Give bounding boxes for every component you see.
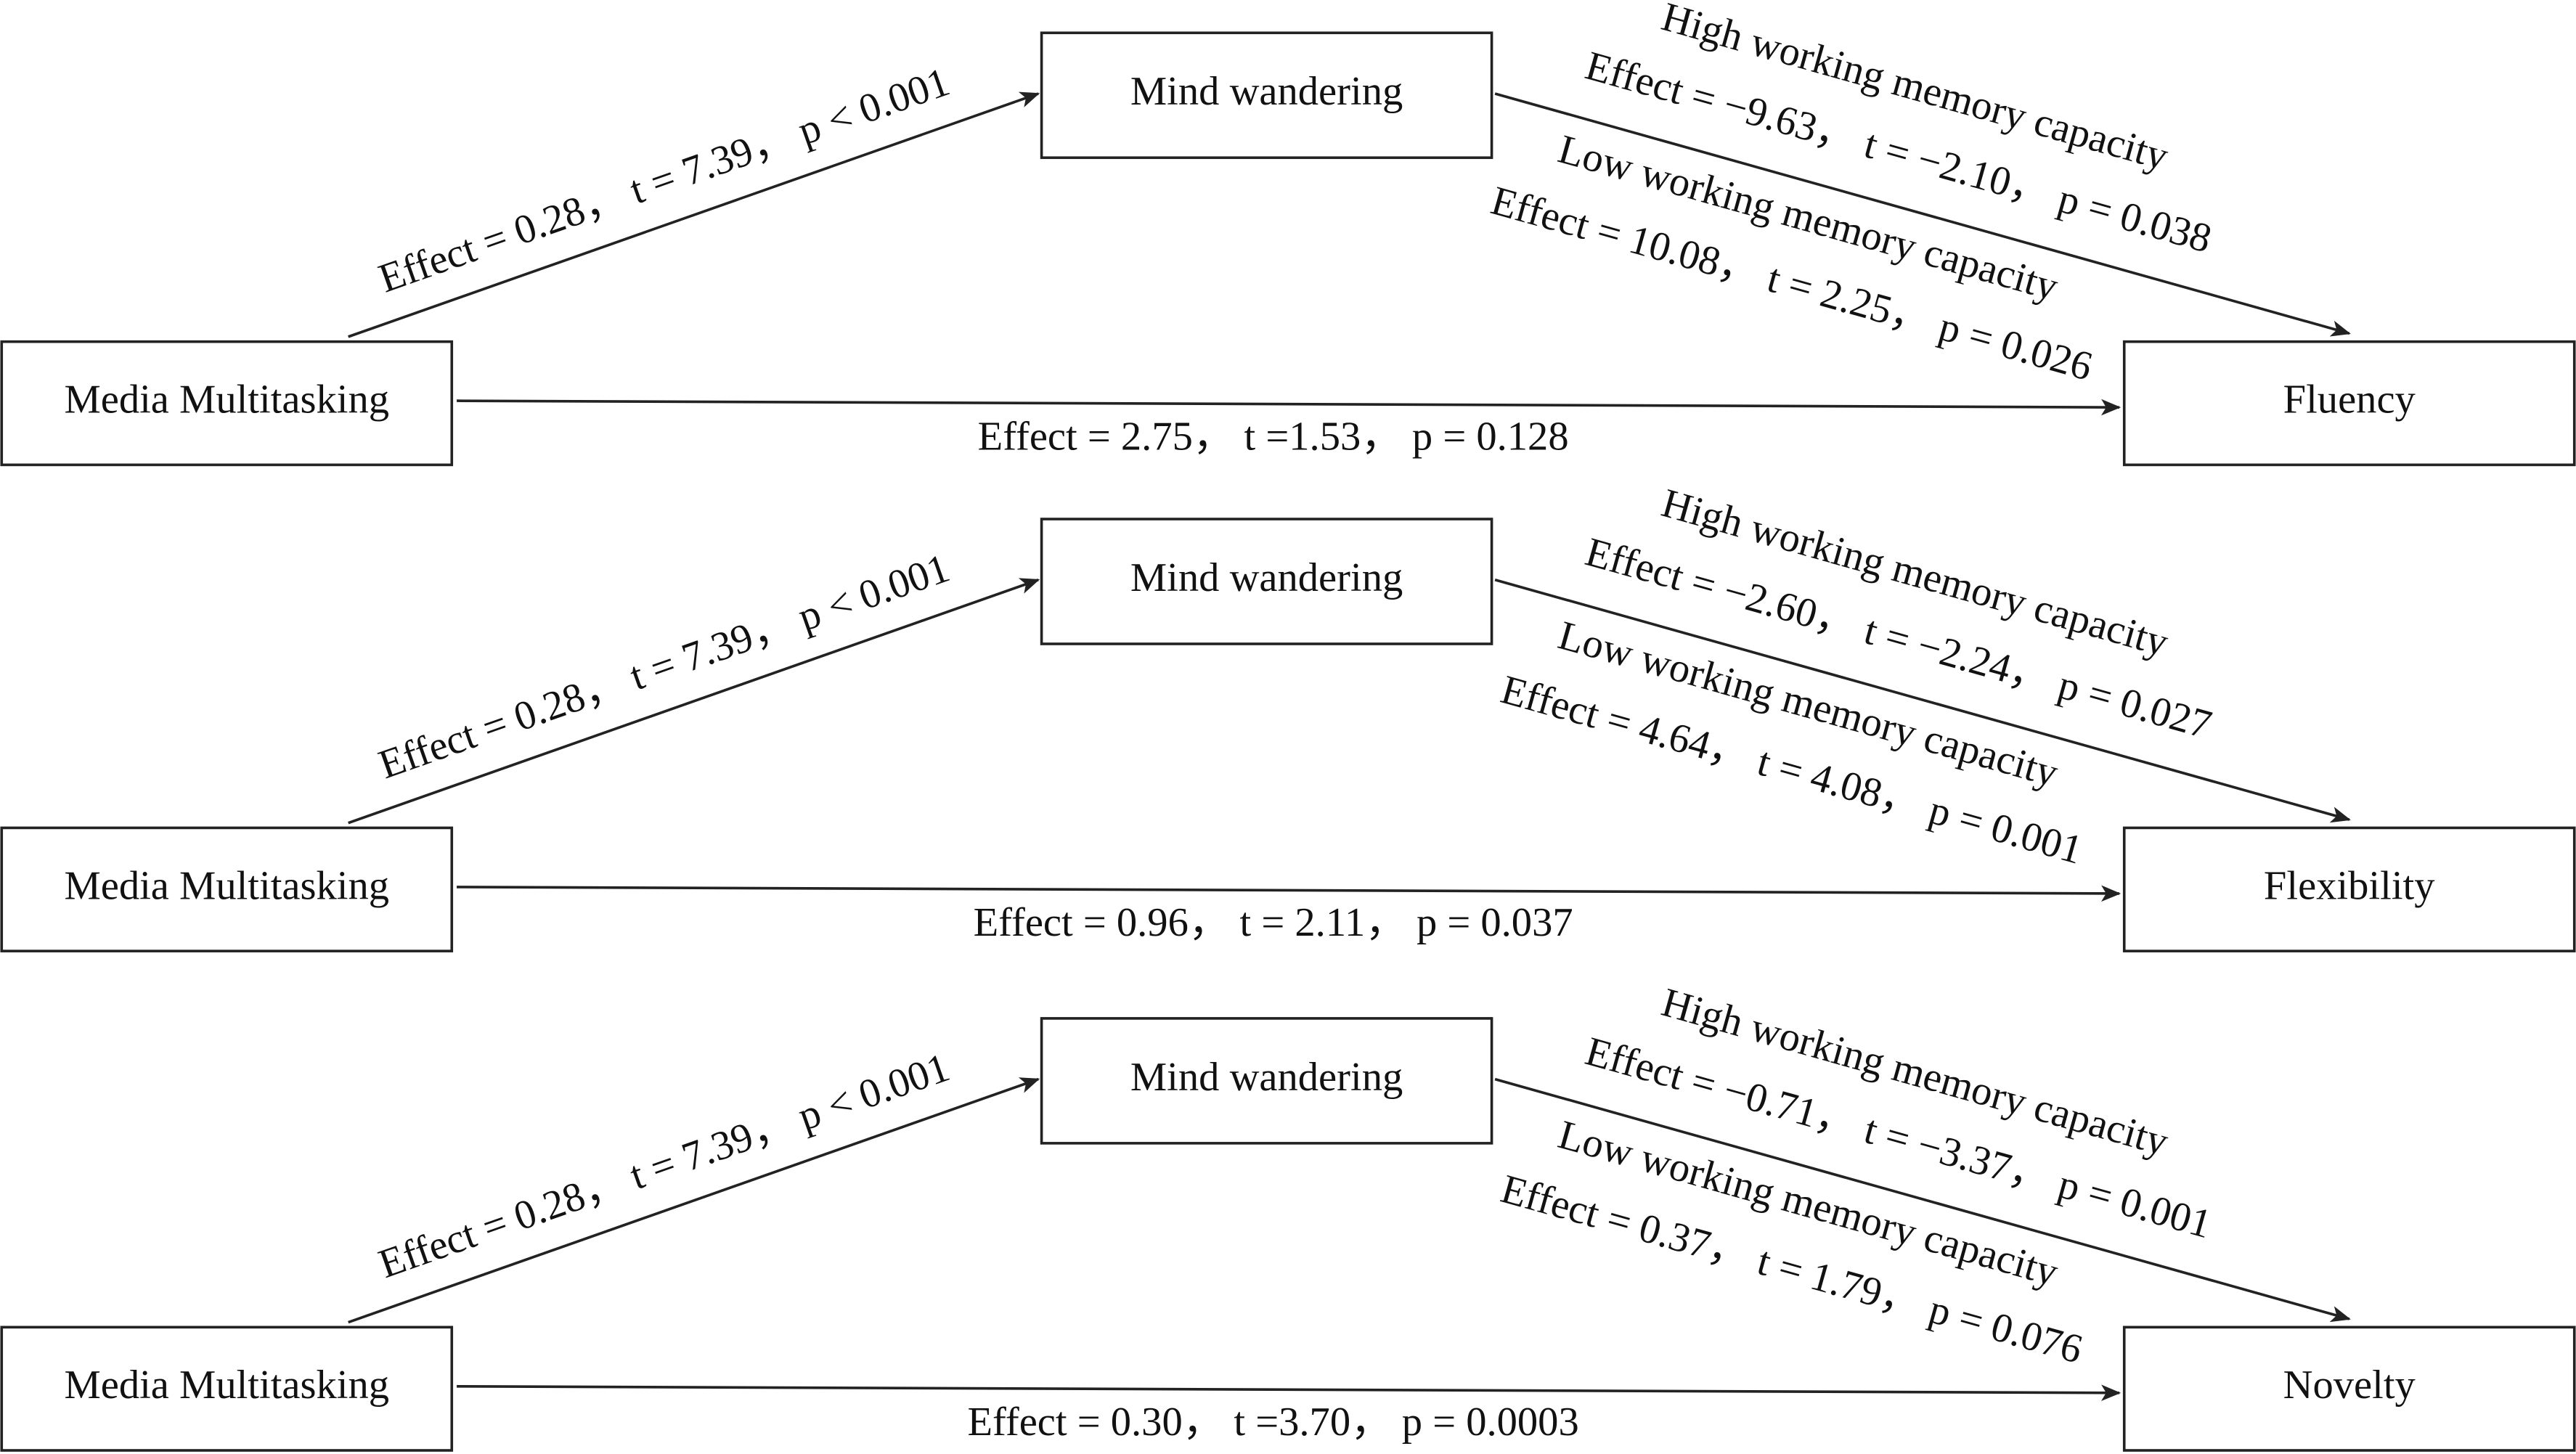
outcome-box: [2122, 340, 2576, 467]
predictor-box: [0, 1326, 454, 1452]
mediator-label: Mind wandering: [1130, 69, 1403, 114]
a-arrow: [348, 578, 1040, 825]
panel: Media Multitasking Mind wandering Novelty E…: [0, 980, 2576, 1452]
c-arrow: [457, 399, 2121, 416]
outcome-label: Flexibility: [2264, 863, 2435, 908]
predictor-label: Media Multitasking: [64, 1363, 389, 1408]
predictor-label: Media Multitasking: [64, 863, 389, 908]
outcome-box: [2122, 1326, 2576, 1452]
predictor-box: [0, 826, 454, 952]
a-arrow: [348, 91, 1040, 338]
panel: Media Multitasking Mind wandering Flexibil…: [0, 481, 2576, 952]
mediator-box: [1040, 31, 1493, 160]
mediator-label: Mind wandering: [1130, 1055, 1403, 1100]
panel: Media Multitasking Mind wandering Fluency E…: [0, 0, 2576, 467]
mediator-box: [1040, 518, 1493, 645]
mediator-label: Mind wandering: [1130, 555, 1403, 600]
b-arrow: [1494, 92, 2351, 337]
a-arrow: [348, 1077, 1040, 1324]
outcome-box: [2122, 826, 2576, 952]
mediator-box: [1040, 1017, 1493, 1145]
outcome-label: Novelty: [2283, 1363, 2416, 1408]
c-arrow: [457, 885, 2121, 902]
predictor-label: Media Multitasking: [64, 377, 389, 422]
b-arrow: [1494, 579, 2351, 823]
direct-path-stats: Effect = 2.75， t =1.53， p = 0.128: [978, 414, 1569, 459]
a-path-stats: Effect = 0.28， t = 7.39， p < 0.001: [373, 1045, 955, 1288]
predictor-box: [0, 340, 454, 467]
direct-path-stats: Effect = 0.30， t =3.70， p = 0.0003: [968, 1400, 1579, 1445]
a-path-stats: Effect = 0.28， t = 7.39， p < 0.001: [373, 546, 955, 788]
direct-path-stats: Effect = 0.96， t = 2.11， p = 0.037: [974, 900, 1573, 945]
outcome-label: Fluency: [2283, 377, 2416, 422]
b-arrow: [1494, 1077, 2351, 1323]
c-arrow: [457, 1384, 2121, 1402]
a-path-stats: Effect = 0.28， t = 7.39， p < 0.001: [373, 60, 955, 302]
